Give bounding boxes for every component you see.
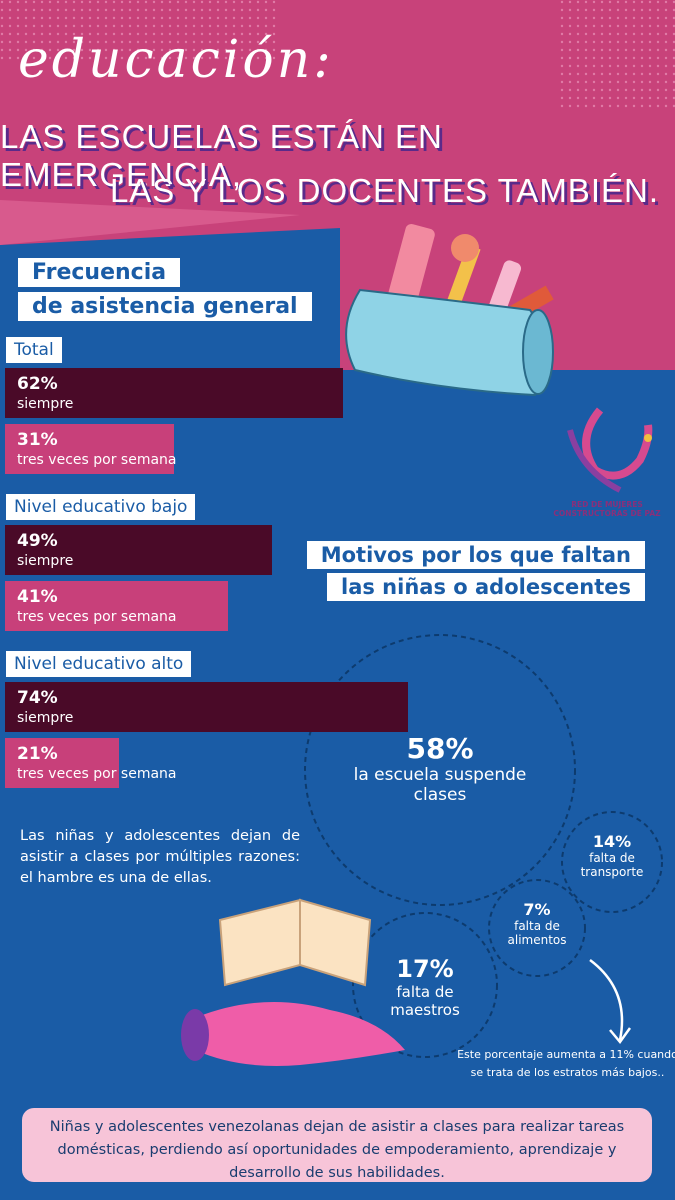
bar-caption: siempre [17, 553, 74, 569]
section-title: las niñas o adolescentes [327, 573, 645, 601]
footnote-line: Este porcentaje aumenta a 11% cuando [457, 1048, 675, 1061]
reason: 14% falta de transporte [502, 832, 675, 879]
bar: 41% tres veces por semana [5, 581, 229, 631]
group-label: Nivel educativo bajo [6, 494, 196, 520]
group-label: Nivel educativo alto [6, 651, 192, 677]
reason-text: falta de [396, 983, 454, 1001]
bar: 74% siempre [5, 682, 409, 732]
reason-text: maestros [390, 1001, 460, 1019]
bar: 31% tres veces por semana [5, 424, 177, 474]
reason-text: falta de [589, 851, 635, 865]
bar-value: 62% [17, 374, 58, 394]
reason-value: 7% [523, 900, 551, 919]
footnote: Este porcentaje aumenta a 11% cuando se … [440, 1046, 675, 1081]
footer: Niñas y adolescentes venezolanas dejan d… [22, 1108, 652, 1182]
bar: 49% siempre [5, 525, 273, 575]
reason-value: 17% [396, 955, 454, 983]
bar: 62% siempre [5, 368, 343, 418]
logo-text: CONSTRUCTORAS DE PAZ [553, 509, 661, 518]
section-title: Frecuencia [18, 258, 181, 287]
reason: 17% falta de maestros [315, 955, 535, 1019]
subtitle: LAS ESCUELAS ESTÁN EN EMERGENCIA, [0, 118, 443, 193]
bar-caption: siempre [17, 710, 74, 726]
reason: 7% falta de alimentos [427, 900, 647, 947]
logo-text: RED DE MUJERES [571, 500, 643, 509]
bar-value: 74% [17, 688, 58, 708]
reason-text: transporte [580, 865, 644, 879]
section-title: de asistencia general [18, 292, 312, 321]
bar-value: 31% [17, 430, 58, 450]
note: Las niñas y adolescentes dejan de asisti… [20, 828, 300, 887]
reason: 58% la escuela suspende clases [330, 732, 550, 805]
bar-caption: tres veces por semana [17, 609, 177, 625]
bar-value: 49% [17, 531, 58, 551]
bar-caption: tres veces por semana [17, 452, 177, 468]
reason-text: clases [413, 785, 467, 805]
reason-text: la escuela suspende [353, 765, 527, 785]
bar-caption: tres veces por semana [17, 766, 177, 782]
reason-text: alimentos [507, 933, 567, 947]
footnote-line: se trata de los estratos más bajos.. [470, 1065, 665, 1079]
subtitle: LAS Y LOS DOCENTES TAMBIÉN. [109, 172, 659, 209]
bar-value: 41% [17, 587, 58, 607]
reason-value: 58% [406, 732, 474, 765]
section-title: Motivos por los que faltan [306, 541, 645, 569]
bar-value: 21% [17, 744, 58, 764]
title: educación: [18, 30, 334, 90]
group-label: Total [6, 337, 62, 363]
reason-text: falta de [514, 919, 560, 933]
bar: 21% tres veces por semana [5, 738, 176, 788]
reason-value: 14% [592, 832, 632, 851]
bar-caption: siempre [17, 396, 74, 412]
